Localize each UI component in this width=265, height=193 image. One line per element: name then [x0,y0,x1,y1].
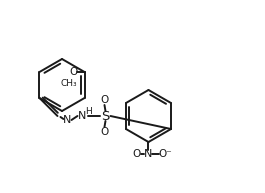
Text: N: N [78,111,87,121]
Text: S: S [101,109,110,123]
Text: N: N [144,149,153,159]
Text: O⁻: O⁻ [159,149,172,159]
Text: O: O [132,149,141,159]
Text: H: H [85,107,92,115]
Text: N: N [63,115,72,125]
Text: O: O [100,95,109,105]
Text: O: O [69,67,78,77]
Text: O: O [100,127,109,137]
Text: CH₃: CH₃ [60,80,77,89]
